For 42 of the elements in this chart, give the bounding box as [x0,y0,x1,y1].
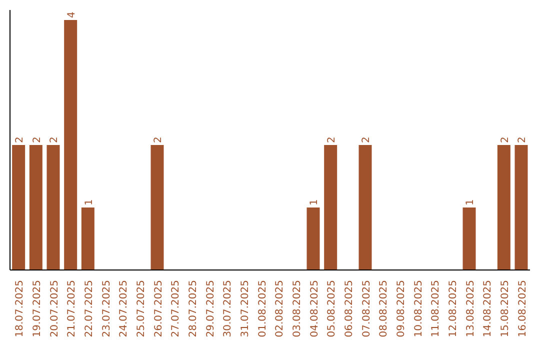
x-tick-label: 18.07.2025 [14,280,26,338]
x-tick-label: 28.07.2025 [188,280,199,338]
x-tick-label: 05.08.2025 [326,280,338,338]
x-tick-label: 25.07.2025 [136,280,147,338]
x-tick-label: 13.08.2025 [465,280,476,338]
data-label: 1 [465,199,476,206]
data-label: 1 [309,199,320,206]
data-label: 2 [14,136,26,143]
x-tick-label: 22.07.2025 [84,280,95,338]
x-tick-label: 21.07.2025 [66,280,78,338]
data-label: 2 [32,136,43,143]
x-tick-label: 09.08.2025 [396,280,407,338]
x-tick-label: 16.08.2025 [517,280,528,338]
x-tick-label: 04.08.2025 [309,280,320,338]
data-label: 2 [49,136,60,143]
x-tick-label: 03.08.2025 [292,280,303,338]
x-tick-label: 30.07.2025 [222,280,234,338]
x-tick-label: 11.08.2025 [430,280,442,338]
x-tick-label: 20.07.2025 [49,280,60,338]
x-tick-label: 23.07.2025 [101,280,112,338]
data-label: 2 [153,136,164,143]
data-label: 4 [66,12,78,18]
x-tick-label: 12.08.2025 [448,280,459,338]
x-tick-label: 19.07.2025 [32,280,43,338]
x-tick-label: 29.07.2025 [205,280,216,338]
x-tick-label: 15.08.2025 [500,280,511,338]
x-tick-label: 10.08.2025 [413,280,424,338]
x-tick-label: 31.07.2025 [240,280,251,338]
x-tick-label: 26.07.2025 [153,280,164,338]
x-tick-label: 07.08.2025 [361,280,372,338]
data-label: 2 [500,136,511,143]
data-label: 2 [361,136,372,143]
data-label: 2 [326,136,338,143]
x-tick-label: 06.08.2025 [344,280,355,338]
x-tick-label: 14.08.2025 [482,280,494,338]
x-tick-label: 27.07.2025 [170,280,182,338]
x-tick-label: 08.08.2025 [378,280,390,338]
x-tick-label: 02.08.2025 [274,280,286,338]
data-label: 1 [84,199,95,206]
x-tick-label: 24.07.2025 [118,280,130,338]
data-label: 2 [517,136,528,143]
x-tick-label: 01.08.2025 [257,280,268,338]
